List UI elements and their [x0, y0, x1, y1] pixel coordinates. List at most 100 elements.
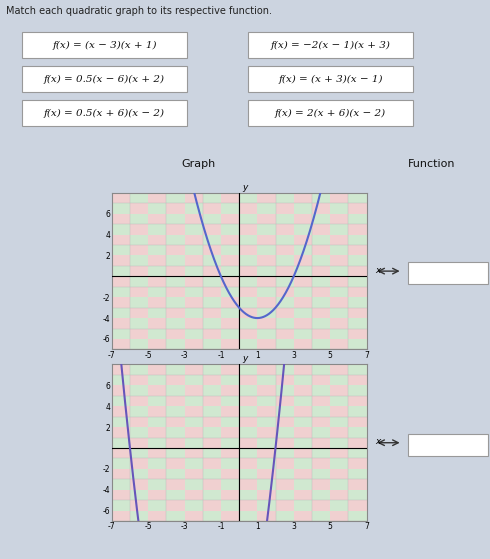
Bar	[239, 448, 257, 458]
Bar	[112, 214, 130, 224]
Bar	[112, 255, 130, 266]
Bar	[330, 214, 348, 224]
Bar	[166, 448, 185, 458]
Bar	[312, 427, 330, 438]
Bar	[112, 297, 130, 307]
Bar	[221, 364, 239, 375]
Bar	[130, 193, 148, 203]
Bar	[166, 235, 185, 245]
Bar	[148, 297, 166, 307]
Bar	[185, 469, 203, 479]
Bar	[148, 416, 166, 427]
Bar	[312, 235, 330, 245]
Bar	[148, 235, 166, 245]
Bar	[203, 490, 221, 500]
Bar	[239, 235, 257, 245]
Bar	[330, 458, 348, 469]
Bar	[294, 416, 312, 427]
Bar	[294, 385, 312, 396]
Bar	[294, 297, 312, 307]
Bar	[185, 203, 203, 214]
Bar	[330, 364, 348, 375]
Bar	[148, 276, 166, 287]
Bar	[348, 287, 367, 297]
Bar	[148, 427, 166, 438]
Bar	[257, 329, 275, 339]
Bar	[185, 406, 203, 416]
Bar	[348, 375, 367, 385]
Bar	[148, 364, 166, 375]
Bar	[166, 490, 185, 500]
Bar	[330, 266, 348, 276]
Bar	[148, 458, 166, 469]
Bar	[221, 479, 239, 490]
Bar	[257, 438, 275, 448]
Bar	[112, 375, 130, 385]
Bar	[312, 479, 330, 490]
Bar	[257, 479, 275, 490]
Bar	[148, 329, 166, 339]
Bar	[330, 416, 348, 427]
Bar	[148, 500, 166, 510]
Bar	[130, 427, 148, 438]
Bar	[294, 339, 312, 349]
Bar	[112, 448, 130, 458]
Bar	[312, 287, 330, 297]
Bar	[257, 297, 275, 307]
Bar	[112, 203, 130, 214]
Bar	[294, 469, 312, 479]
Bar	[166, 276, 185, 287]
Bar	[130, 203, 148, 214]
Bar	[239, 500, 257, 510]
Bar	[148, 479, 166, 490]
Bar	[312, 416, 330, 427]
Bar	[312, 203, 330, 214]
Bar	[130, 287, 148, 297]
Bar	[148, 266, 166, 276]
Bar	[148, 255, 166, 266]
Bar	[275, 339, 294, 349]
Bar	[185, 266, 203, 276]
Bar	[275, 396, 294, 406]
Bar	[257, 427, 275, 438]
Bar	[275, 318, 294, 329]
Bar	[221, 203, 239, 214]
Bar	[312, 490, 330, 500]
Bar	[203, 458, 221, 469]
Bar	[203, 339, 221, 349]
Bar	[130, 339, 148, 349]
Bar	[330, 396, 348, 406]
Bar	[166, 224, 185, 235]
Bar	[294, 438, 312, 448]
Bar	[166, 510, 185, 521]
Bar	[312, 385, 330, 396]
Text: Match each quadratic graph to its respective function.: Match each quadratic graph to its respec…	[6, 6, 272, 16]
Bar	[185, 287, 203, 297]
Bar	[203, 193, 221, 203]
Bar	[148, 193, 166, 203]
Bar	[294, 396, 312, 406]
Bar	[330, 318, 348, 329]
Bar	[203, 448, 221, 458]
Bar	[166, 318, 185, 329]
Bar	[312, 307, 330, 318]
Bar	[312, 245, 330, 255]
Bar	[239, 307, 257, 318]
Bar	[221, 307, 239, 318]
Bar	[239, 416, 257, 427]
Bar	[275, 276, 294, 287]
Bar	[130, 490, 148, 500]
Bar	[294, 276, 312, 287]
Bar	[294, 245, 312, 255]
Bar	[294, 479, 312, 490]
Bar	[112, 500, 130, 510]
Bar	[257, 500, 275, 510]
Bar	[203, 438, 221, 448]
Bar	[185, 214, 203, 224]
Bar	[203, 479, 221, 490]
Bar	[112, 438, 130, 448]
Bar	[148, 469, 166, 479]
Bar	[203, 375, 221, 385]
Bar	[330, 375, 348, 385]
Bar	[112, 490, 130, 500]
